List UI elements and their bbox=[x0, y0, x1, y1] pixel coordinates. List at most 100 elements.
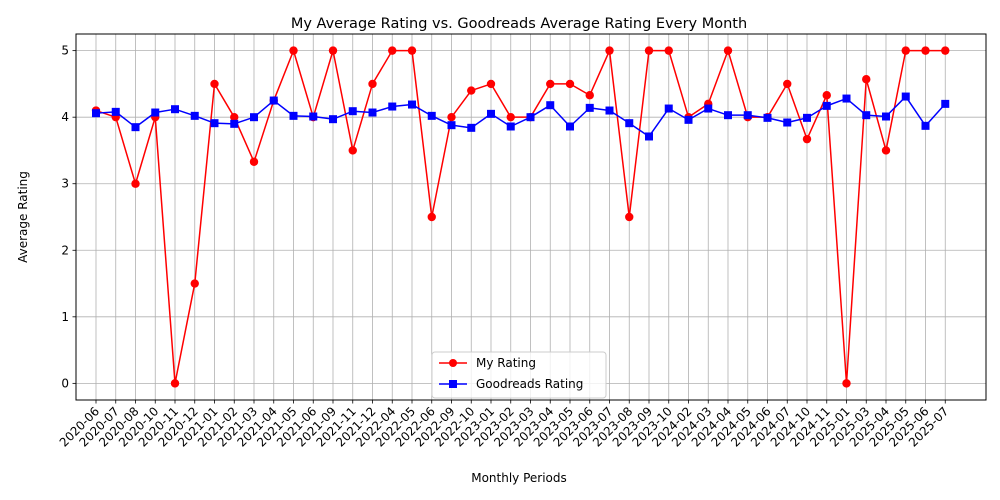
x-axis-ticks: 2020-062020-072020-082020-102020-112020-… bbox=[57, 400, 951, 450]
data-point-my-rating bbox=[664, 46, 673, 55]
legend-box bbox=[431, 351, 607, 399]
data-point-goodreads-rating bbox=[526, 113, 535, 122]
legend: My Rating Goodreads Rating bbox=[431, 351, 607, 399]
data-point-goodreads-rating bbox=[230, 119, 239, 128]
y-tick-label: 1 bbox=[61, 310, 69, 324]
data-point-my-rating bbox=[249, 157, 259, 166]
data-point-goodreads-rating bbox=[724, 111, 732, 120]
data-point-goodreads-rating bbox=[704, 104, 713, 113]
data-point-my-rating bbox=[901, 46, 910, 55]
data-point-goodreads-rating bbox=[289, 111, 298, 120]
data-point-goodreads-rating bbox=[348, 107, 357, 116]
data-point-goodreads-rating bbox=[210, 119, 219, 128]
y-axis-ticks: 0 1 2 3 4 5 bbox=[61, 44, 76, 390]
data-point-goodreads-rating bbox=[427, 111, 436, 120]
data-point-my-rating bbox=[230, 112, 239, 122]
series-goodreads-rating bbox=[92, 92, 950, 141]
y-tick-label: 0 bbox=[61, 376, 69, 390]
data-point-goodreads-rating bbox=[803, 113, 811, 122]
data-point-goodreads-rating bbox=[743, 111, 752, 120]
series-layer bbox=[91, 46, 950, 388]
data-point-my-rating bbox=[328, 46, 338, 55]
data-point-goodreads-rating bbox=[269, 96, 278, 105]
y-tick-label: 2 bbox=[61, 243, 69, 257]
data-point-my-rating bbox=[625, 212, 634, 222]
data-point-goodreads-rating bbox=[882, 112, 890, 121]
data-point-goodreads-rating bbox=[921, 121, 930, 130]
data-point-my-rating bbox=[921, 46, 930, 55]
legend-marker-my-rating bbox=[449, 359, 457, 367]
plot-area-frame bbox=[75, 33, 987, 401]
data-point-my-rating bbox=[190, 279, 199, 288]
legend-label-my-rating: My Rating bbox=[476, 356, 536, 370]
y-tick-label: 4 bbox=[61, 110, 69, 124]
data-point-goodreads-rating bbox=[901, 92, 910, 101]
data-point-goodreads-rating bbox=[309, 112, 318, 121]
data-point-goodreads-rating bbox=[862, 111, 871, 120]
data-point-goodreads-rating bbox=[625, 119, 634, 128]
data-point-my-rating bbox=[881, 146, 891, 155]
data-point-my-rating bbox=[467, 86, 476, 95]
data-point-goodreads-rating bbox=[645, 132, 653, 141]
data-point-goodreads-rating bbox=[941, 99, 950, 108]
y-axis-label: Average Rating bbox=[16, 171, 30, 263]
data-point-goodreads-rating bbox=[92, 109, 100, 118]
data-point-my-rating bbox=[289, 46, 298, 55]
data-point-my-rating bbox=[605, 46, 614, 55]
data-point-goodreads-rating bbox=[842, 94, 851, 103]
data-point-goodreads-rating bbox=[171, 105, 179, 114]
data-point-my-rating bbox=[862, 75, 871, 84]
data-point-my-rating bbox=[427, 212, 436, 222]
data-point-goodreads-rating bbox=[250, 113, 258, 122]
data-point-goodreads-rating bbox=[368, 108, 377, 117]
data-point-goodreads-rating bbox=[447, 121, 456, 130]
data-point-my-rating bbox=[822, 91, 831, 100]
data-point-my-rating bbox=[368, 79, 377, 89]
legend-marker-goodreads-rating bbox=[449, 380, 457, 388]
data-point-goodreads-rating bbox=[763, 113, 772, 122]
data-point-goodreads-rating bbox=[566, 122, 574, 131]
data-point-my-rating bbox=[585, 91, 594, 100]
data-point-goodreads-rating bbox=[408, 100, 416, 109]
data-point-my-rating bbox=[941, 46, 950, 55]
y-tick-label: 3 bbox=[61, 177, 69, 191]
data-point-goodreads-rating bbox=[822, 101, 831, 110]
data-point-goodreads-rating bbox=[467, 123, 476, 132]
data-point-goodreads-rating bbox=[783, 118, 792, 127]
data-point-goodreads-rating bbox=[329, 115, 337, 124]
data-point-my-rating bbox=[210, 79, 219, 89]
series-my-rating bbox=[91, 46, 950, 388]
data-point-goodreads-rating bbox=[190, 111, 199, 120]
data-point-my-rating bbox=[565, 79, 575, 89]
data-point-my-rating bbox=[644, 46, 654, 55]
x-axis-label: Monthly Periods bbox=[471, 471, 567, 485]
data-point-my-rating bbox=[131, 179, 140, 188]
data-point-my-rating bbox=[723, 46, 733, 55]
data-point-my-rating bbox=[407, 46, 417, 55]
data-point-my-rating bbox=[447, 112, 456, 122]
data-point-goodreads-rating bbox=[506, 122, 515, 131]
data-point-my-rating bbox=[842, 379, 851, 388]
data-point-goodreads-rating bbox=[111, 107, 120, 116]
data-point-goodreads-rating bbox=[487, 109, 495, 118]
data-point-goodreads-rating bbox=[585, 103, 594, 112]
data-point-my-rating bbox=[802, 134, 812, 144]
data-point-my-rating bbox=[486, 79, 496, 89]
data-point-my-rating bbox=[170, 379, 180, 388]
data-point-my-rating bbox=[783, 79, 792, 89]
legend-label-goodreads-rating: Goodreads Rating bbox=[476, 377, 583, 391]
data-point-goodreads-rating bbox=[388, 102, 397, 111]
data-point-goodreads-rating bbox=[546, 101, 555, 110]
y-tick-label: 5 bbox=[61, 44, 69, 58]
data-point-goodreads-rating bbox=[684, 115, 693, 124]
data-point-my-rating bbox=[546, 79, 555, 89]
data-point-goodreads-rating bbox=[151, 108, 160, 117]
data-point-goodreads-rating bbox=[131, 123, 140, 132]
data-point-my-rating bbox=[388, 46, 397, 55]
data-point-goodreads-rating bbox=[664, 104, 673, 113]
data-point-my-rating bbox=[506, 112, 515, 122]
chart-title: My Average Rating vs. Goodreads Average … bbox=[291, 16, 747, 32]
data-point-my-rating bbox=[348, 146, 357, 155]
grid-lines bbox=[76, 34, 986, 400]
